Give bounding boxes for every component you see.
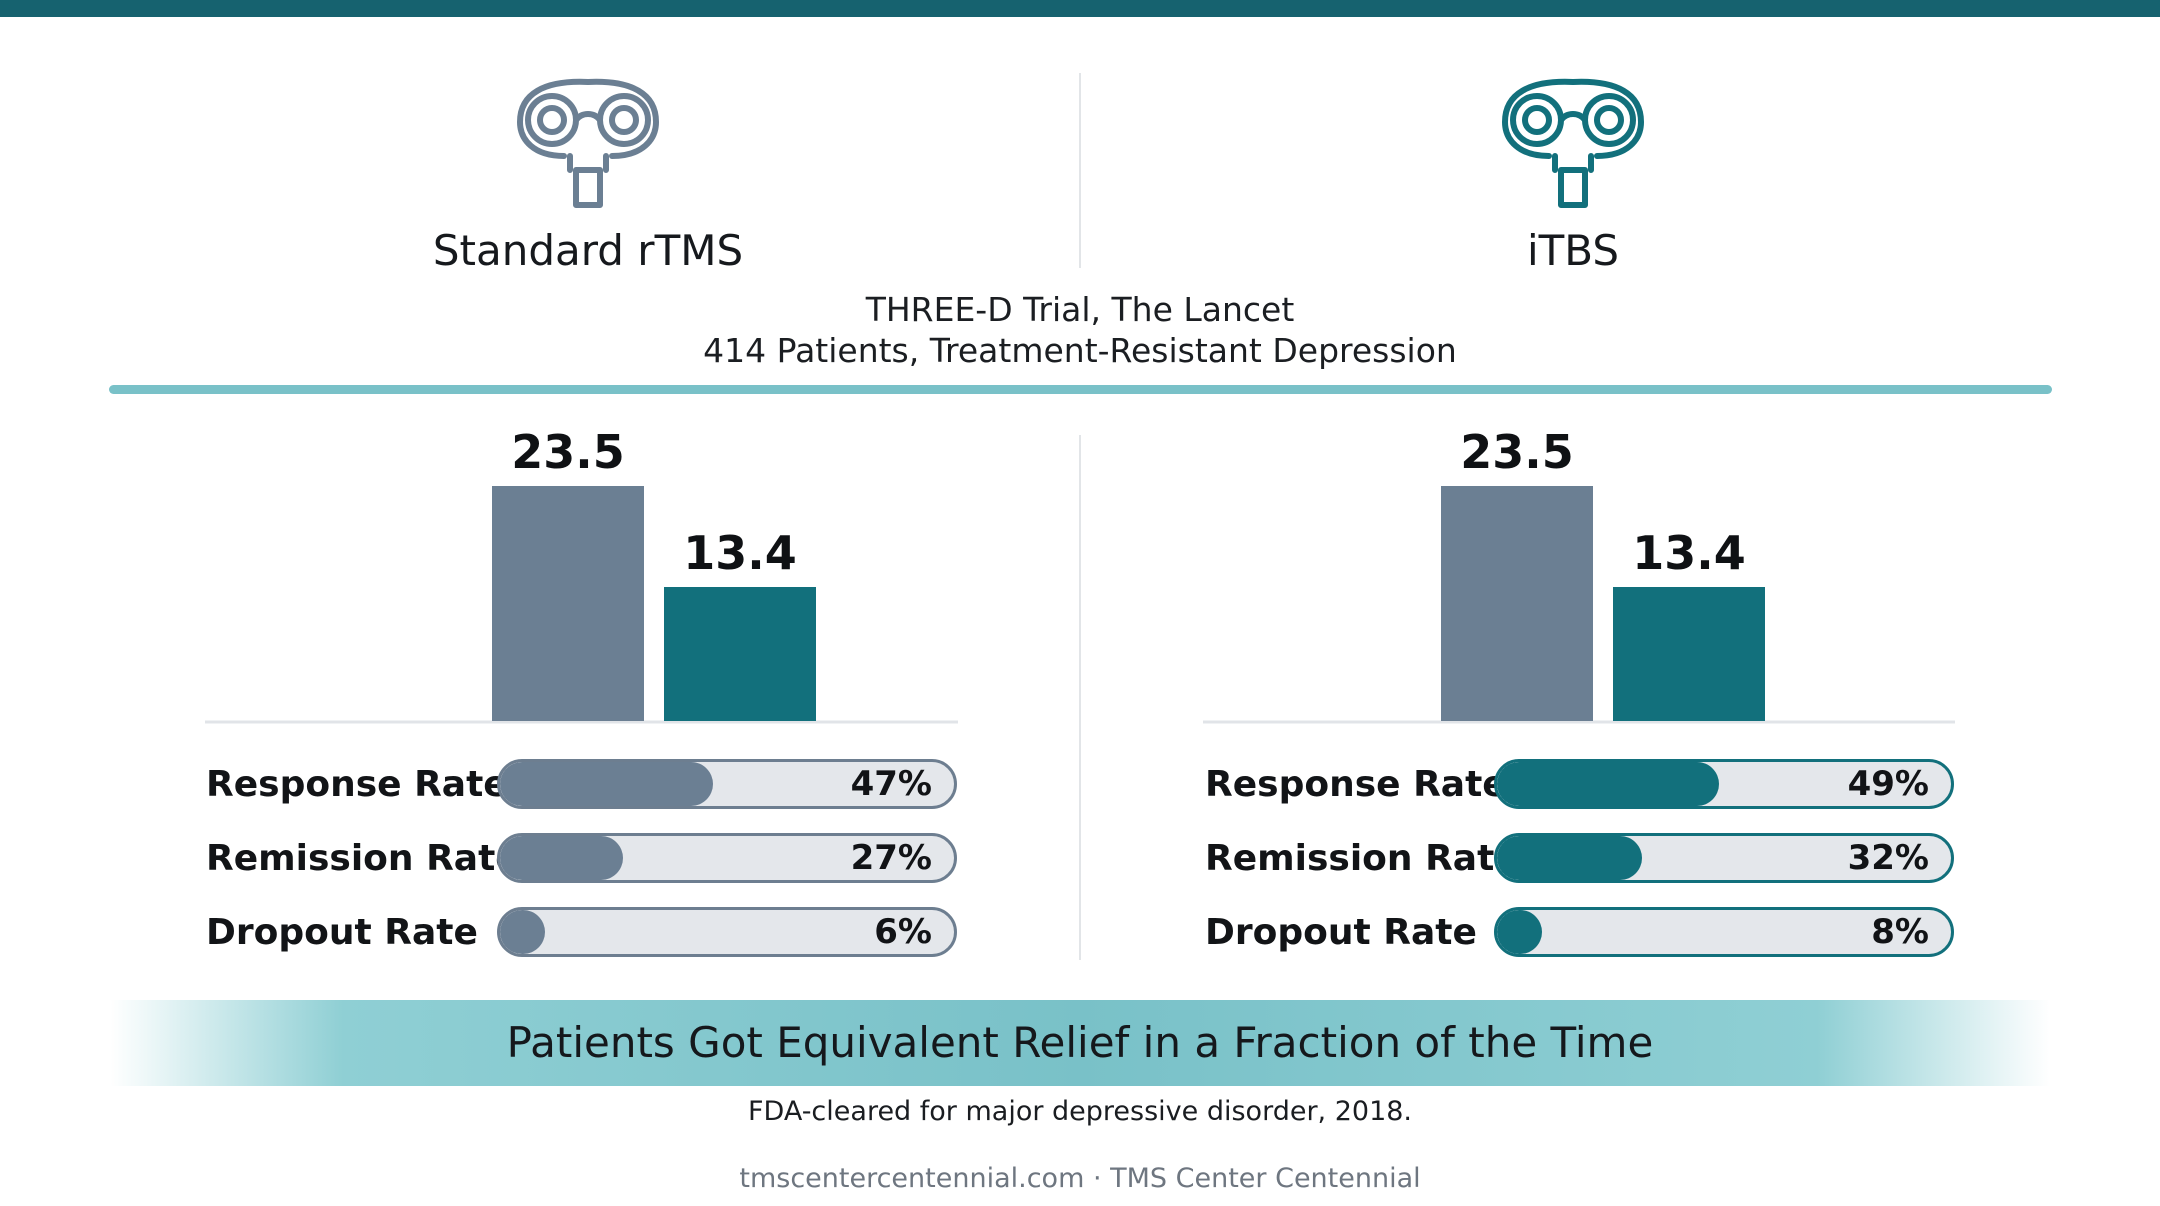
metric-progress-bar: 32% (1494, 833, 1954, 883)
bar-value-label: 13.4 (1632, 526, 1746, 580)
bar (492, 486, 644, 721)
footer-credit: tmscentercentennial.com · TMS Center Cen… (739, 1163, 1421, 1194)
metric-label: Remission Rate (1205, 838, 1519, 879)
metric-fill (1497, 836, 1643, 880)
metric-value: 47% (850, 764, 932, 804)
metric-progress-bar: 27% (497, 833, 957, 883)
panel-divider (1079, 435, 1081, 960)
bar (664, 587, 816, 721)
conclusion-banner: Patients Got Equivalent Relief in a Frac… (110, 1000, 2050, 1086)
metric-label: Dropout Rate (206, 912, 478, 953)
metric-progress-bar: 49% (1494, 759, 1954, 809)
footnote: FDA-cleared for major depressive disorde… (747, 1096, 1413, 1127)
metric-fill (500, 910, 546, 954)
brain-coil-icon (508, 70, 668, 220)
method-title-right: iTBS (1526, 226, 1620, 275)
section-divider (109, 385, 2052, 394)
top-accent-bar (0, 0, 2160, 17)
metric-value: 49% (1847, 764, 1929, 804)
metric-fill (1497, 762, 1720, 806)
metric-value: 32% (1847, 838, 1929, 878)
trial-population: 414 Patients, Treatment-Resistant Depres… (703, 331, 1457, 370)
bar (1441, 486, 1593, 721)
metric-value: 6% (874, 912, 932, 952)
metric-label: Response Rate (206, 764, 508, 805)
metric-value: 8% (1871, 912, 1929, 952)
metric-label: Response Rate (1205, 764, 1507, 805)
metric-progress-bar: 47% (497, 759, 957, 809)
header-divider (1079, 73, 1081, 268)
bar-value-label: 23.5 (1460, 425, 1574, 479)
metric-progress-bar: 6% (497, 907, 957, 957)
method-title-left: Standard rTMS (432, 226, 744, 275)
bar (1613, 587, 1765, 721)
bar-value-label: 23.5 (511, 425, 625, 479)
metric-fill (1497, 910, 1543, 954)
metric-fill (500, 836, 623, 880)
brain-coil-icon (1493, 70, 1653, 220)
metric-progress-bar: 8% (1494, 907, 1954, 957)
metric-label: Dropout Rate (1205, 912, 1477, 953)
metric-value: 27% (850, 838, 932, 878)
banner-text: Patients Got Equivalent Relief in a Frac… (506, 1018, 1654, 1067)
bar-value-label: 13.4 (683, 526, 797, 580)
metric-label: Remission Rate (206, 838, 520, 879)
trial-source: THREE-D Trial, The Lancet (865, 290, 1295, 329)
metric-fill (500, 762, 714, 806)
